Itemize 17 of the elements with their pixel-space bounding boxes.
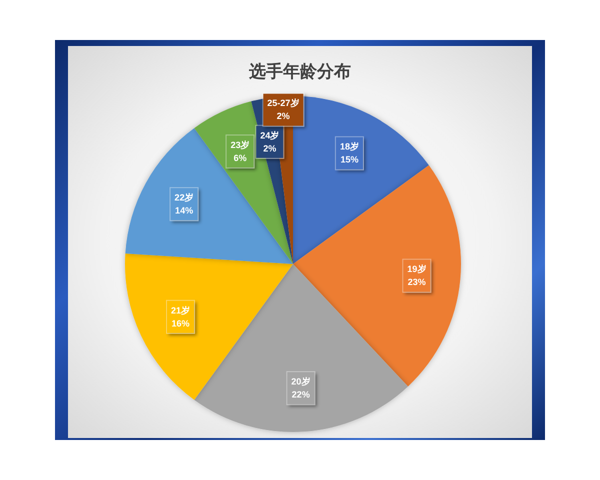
- slice-label: 21岁: [171, 305, 190, 316]
- data-label: 16%: [172, 318, 190, 328]
- data-label: 2%: [263, 143, 276, 154]
- data-label: 22%: [292, 390, 310, 400]
- chart-title: 选手年龄分布: [248, 62, 351, 81]
- data-label: 15%: [340, 154, 358, 165]
- slice-label: 18岁: [340, 142, 359, 152]
- data-label: 6%: [234, 153, 247, 164]
- data-label: 23%: [408, 277, 426, 288]
- slice-label: 24岁: [260, 130, 280, 140]
- data-label: 14%: [175, 206, 194, 216]
- data-label: 2%: [276, 111, 290, 122]
- slice-label: 20岁: [291, 376, 310, 387]
- slice-label: 22岁: [174, 192, 194, 203]
- slice-label: 23岁: [230, 140, 250, 150]
- slice-label: 19岁: [407, 264, 426, 274]
- slice-label: 25-27岁: [267, 98, 300, 108]
